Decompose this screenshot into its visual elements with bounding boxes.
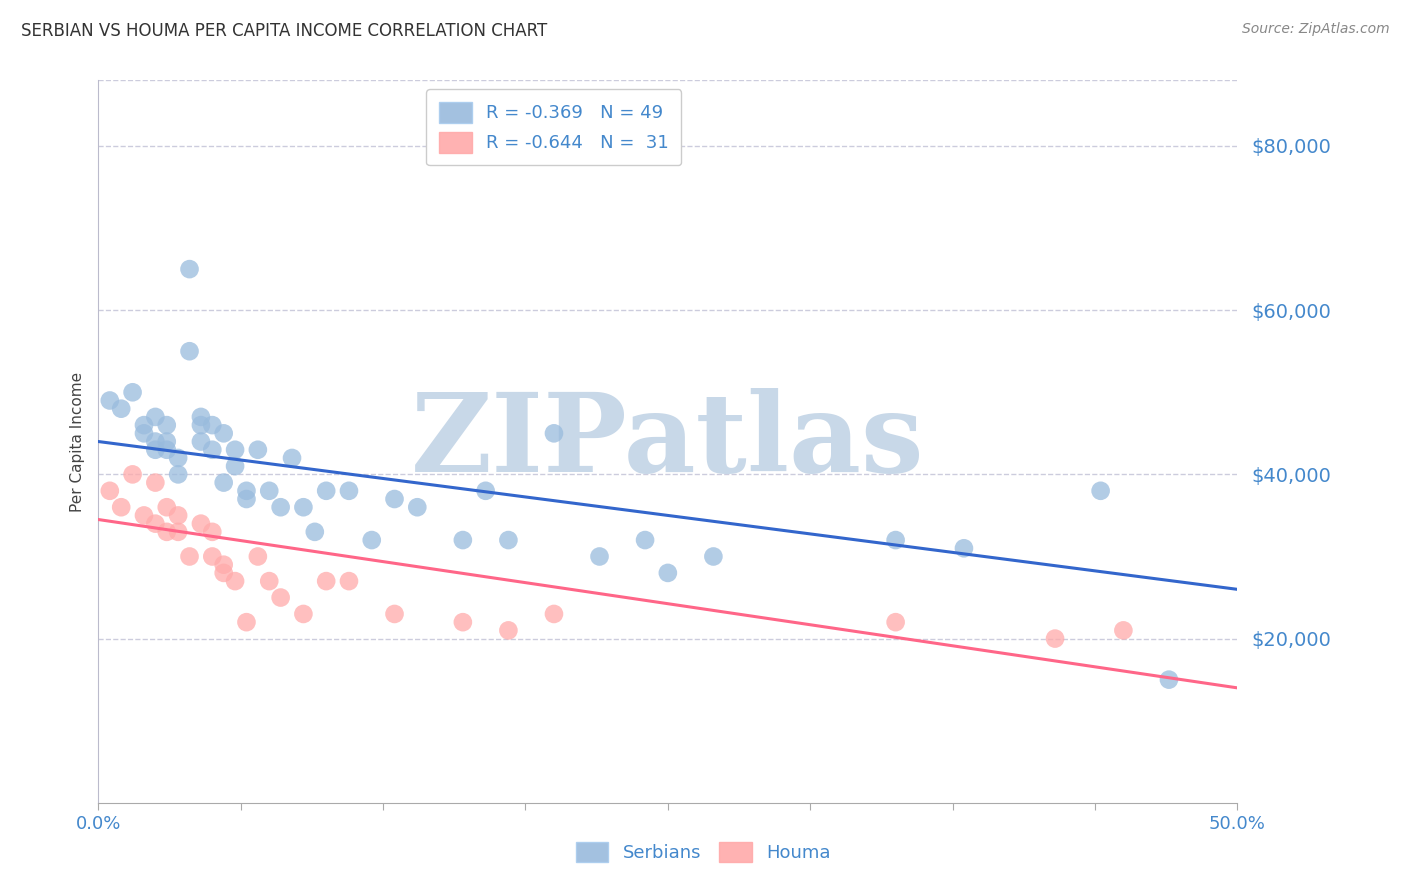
Point <box>384 607 406 621</box>
Point <box>246 549 269 564</box>
Point <box>179 262 201 277</box>
Point <box>292 500 315 515</box>
Point <box>953 541 976 556</box>
Point <box>132 508 155 523</box>
Point <box>235 483 257 498</box>
Point <box>498 624 520 638</box>
Text: Source: ZipAtlas.com: Source: ZipAtlas.com <box>1241 22 1389 37</box>
Point <box>212 558 235 572</box>
Point <box>167 450 190 465</box>
Point <box>201 418 224 433</box>
Point <box>190 418 212 433</box>
Point <box>110 500 132 515</box>
Point <box>315 574 337 588</box>
Point <box>1112 624 1135 638</box>
Point <box>145 475 167 490</box>
Y-axis label: Per Capita Income: Per Capita Income <box>70 371 86 512</box>
Point <box>259 574 281 588</box>
Point <box>190 516 212 531</box>
Point <box>121 385 143 400</box>
Point <box>1043 632 1066 646</box>
Point <box>121 467 143 482</box>
Point <box>201 524 224 539</box>
Point <box>179 549 201 564</box>
Point <box>1157 673 1180 687</box>
Point <box>212 566 235 580</box>
Point <box>167 467 190 482</box>
Point <box>292 607 315 621</box>
Point <box>451 615 474 630</box>
Point <box>304 524 326 539</box>
Point <box>156 500 179 515</box>
Point <box>167 524 190 539</box>
Point <box>235 491 257 506</box>
Point <box>156 524 179 539</box>
Point <box>884 615 907 630</box>
Point <box>145 409 167 424</box>
Point <box>657 566 679 580</box>
Legend: Serbians, Houma: Serbians, Houma <box>568 834 838 870</box>
Point <box>702 549 724 564</box>
Point <box>156 442 179 457</box>
Point <box>98 393 121 408</box>
Point <box>588 549 610 564</box>
Point <box>1090 483 1112 498</box>
Point <box>110 401 132 416</box>
Point <box>132 426 155 441</box>
Point <box>246 442 269 457</box>
Point <box>190 409 212 424</box>
Point <box>132 418 155 433</box>
Point <box>543 607 565 621</box>
Point <box>270 591 292 605</box>
Point <box>156 418 179 433</box>
Point <box>212 475 235 490</box>
Legend: R = -0.369   N = 49, R = -0.644   N =  31: R = -0.369 N = 49, R = -0.644 N = 31 <box>426 89 682 165</box>
Point <box>201 549 224 564</box>
Text: ZIPatlas: ZIPatlas <box>411 388 925 495</box>
Point <box>337 483 360 498</box>
Point <box>179 344 201 359</box>
Point <box>634 533 657 547</box>
Point <box>360 533 382 547</box>
Point <box>315 483 337 498</box>
Point <box>406 500 429 515</box>
Point <box>384 491 406 506</box>
Point <box>145 442 167 457</box>
Point <box>224 442 246 457</box>
Point <box>224 459 246 474</box>
Point <box>543 426 565 441</box>
Point <box>498 533 520 547</box>
Text: SERBIAN VS HOUMA PER CAPITA INCOME CORRELATION CHART: SERBIAN VS HOUMA PER CAPITA INCOME CORRE… <box>21 22 547 40</box>
Point <box>224 574 246 588</box>
Point <box>884 533 907 547</box>
Point <box>259 483 281 498</box>
Point <box>451 533 474 547</box>
Point <box>145 516 167 531</box>
Point <box>281 450 304 465</box>
Point <box>337 574 360 588</box>
Point <box>201 442 224 457</box>
Point <box>235 615 257 630</box>
Point <box>167 508 190 523</box>
Point <box>474 483 496 498</box>
Point <box>212 426 235 441</box>
Point <box>156 434 179 449</box>
Point <box>98 483 121 498</box>
Point <box>270 500 292 515</box>
Point <box>145 434 167 449</box>
Point <box>190 434 212 449</box>
